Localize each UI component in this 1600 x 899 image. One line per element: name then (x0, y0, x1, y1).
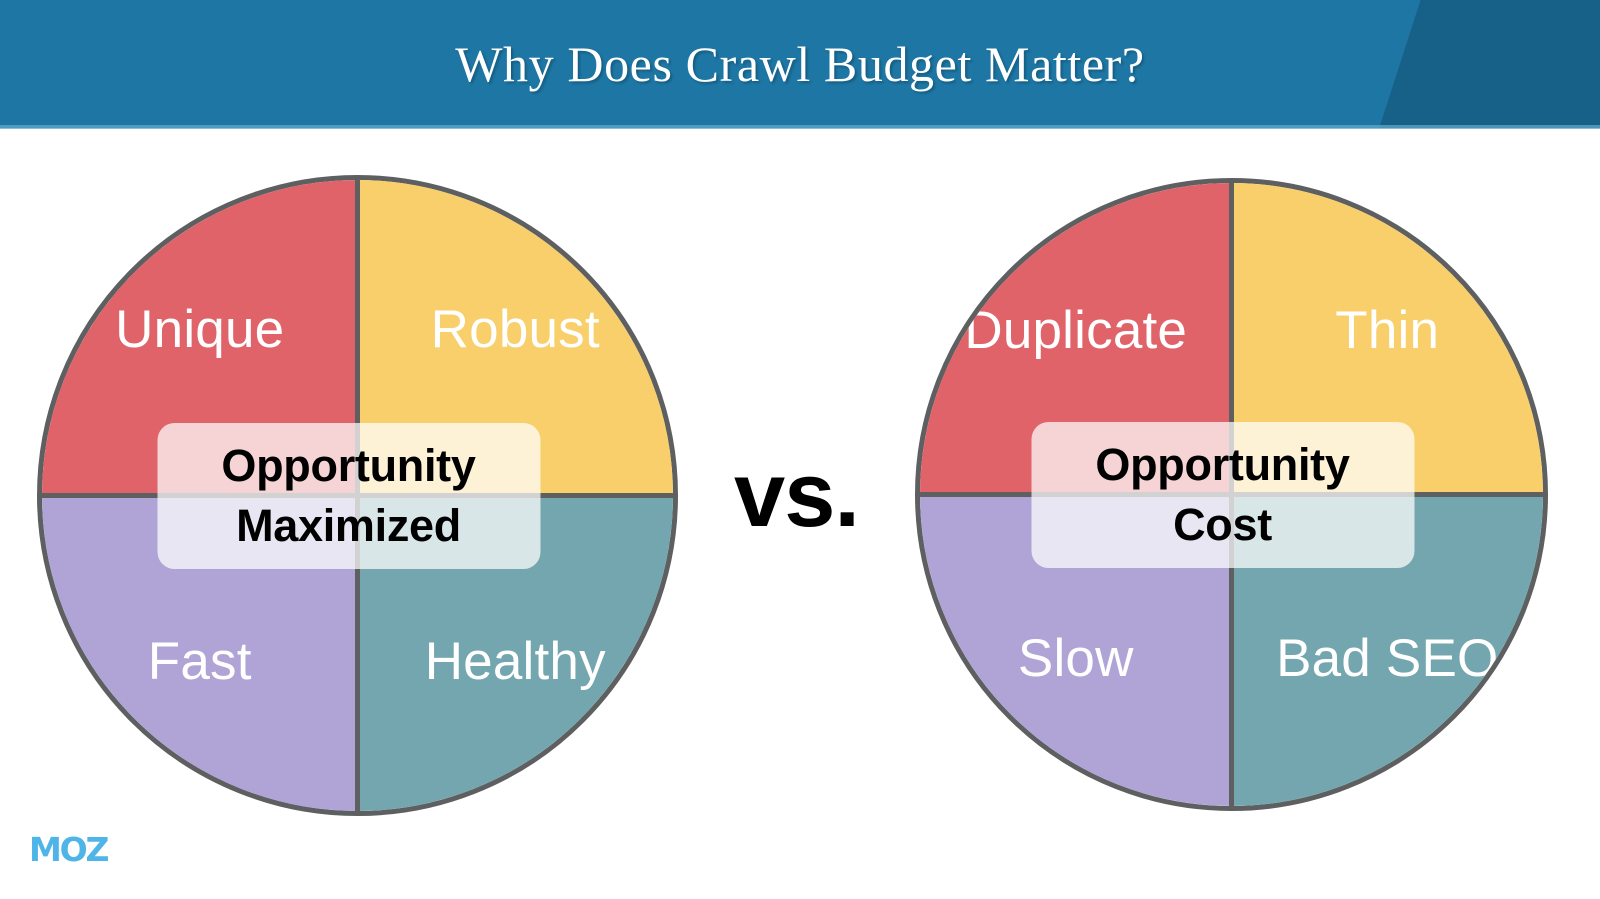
plaque-line-2: Cost (1173, 498, 1272, 550)
header-accent-shape (1379, 0, 1600, 128)
quadrant-grid-positive: Unique Robust Fast Healthy (42, 180, 673, 811)
plaque-line-1: Opportunity (1095, 438, 1350, 490)
quadrant-label-duplicate: Duplicate (964, 301, 1188, 361)
plaque-line-2: Maximized (236, 499, 461, 551)
header-underline-divider (0, 125, 1600, 129)
plaque-line-1: Opportunity (221, 439, 476, 491)
versus-label: vs. (734, 443, 860, 546)
quadrant-label-thin: Thin (1335, 301, 1440, 361)
wheel-positive: Unique Robust Fast Healthy Opportunity M… (37, 175, 678, 816)
quadrant-label-unique: Unique (115, 300, 285, 360)
moz-logo-text: MOZ (29, 830, 109, 869)
center-plaque-negative: Opportunity Cost (1031, 421, 1414, 568)
quadrant-label-fast: Fast (147, 631, 252, 691)
wheel-negative: Duplicate Thin Slow Bad SEO Opportunity … (915, 178, 1548, 811)
center-plaque-positive: Opportunity Maximized (157, 422, 540, 569)
moz-logo: MOZ (29, 830, 109, 869)
quadrant-label-healthy: Healthy (424, 631, 606, 691)
quadrant-label-slow: Slow (1017, 628, 1134, 688)
quadrant-label-robust: Robust (430, 300, 600, 360)
quadrant-label-bad-seo: Bad SEO (1276, 628, 1499, 688)
header-bar: Why Does Crawl Budget Matter? (0, 0, 1600, 128)
page-title: Why Does Crawl Budget Matter? (455, 36, 1145, 92)
